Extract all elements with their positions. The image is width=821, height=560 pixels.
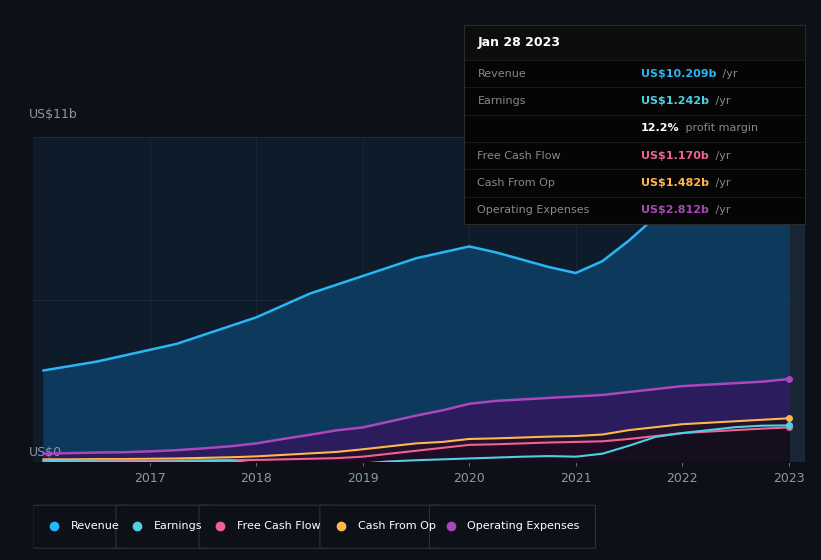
Text: Cash From Op: Cash From Op	[358, 521, 435, 531]
Text: Jan 28 2023: Jan 28 2023	[478, 36, 561, 49]
Text: US$1.242b: US$1.242b	[641, 96, 709, 106]
Text: /yr: /yr	[719, 69, 738, 78]
FancyBboxPatch shape	[320, 505, 441, 548]
Text: Free Cash Flow: Free Cash Flow	[478, 151, 561, 161]
Text: US$0: US$0	[29, 446, 62, 459]
Bar	[682, 137, 805, 462]
Text: US$10.209b: US$10.209b	[641, 69, 717, 78]
Text: US$1.170b: US$1.170b	[641, 151, 709, 161]
FancyBboxPatch shape	[429, 505, 595, 548]
Text: /yr: /yr	[712, 206, 731, 216]
Text: Operating Expenses: Operating Expenses	[478, 206, 589, 216]
Text: 12.2%: 12.2%	[641, 123, 680, 133]
Text: Free Cash Flow: Free Cash Flow	[236, 521, 320, 531]
FancyBboxPatch shape	[116, 505, 210, 548]
FancyBboxPatch shape	[33, 505, 127, 548]
Text: Operating Expenses: Operating Expenses	[467, 521, 580, 531]
Text: Revenue: Revenue	[478, 69, 526, 78]
Text: Earnings: Earnings	[478, 96, 526, 106]
Text: /yr: /yr	[712, 96, 731, 106]
Text: US$11b: US$11b	[29, 108, 78, 121]
Text: US$1.482b: US$1.482b	[641, 178, 709, 188]
Text: Cash From Op: Cash From Op	[478, 178, 555, 188]
Text: US$2.812b: US$2.812b	[641, 206, 709, 216]
Text: profit margin: profit margin	[682, 123, 758, 133]
Text: Earnings: Earnings	[154, 521, 202, 531]
Text: Revenue: Revenue	[71, 521, 119, 531]
Text: /yr: /yr	[712, 151, 731, 161]
Bar	[464, 25, 805, 60]
Text: /yr: /yr	[712, 178, 731, 188]
FancyBboxPatch shape	[199, 505, 331, 548]
